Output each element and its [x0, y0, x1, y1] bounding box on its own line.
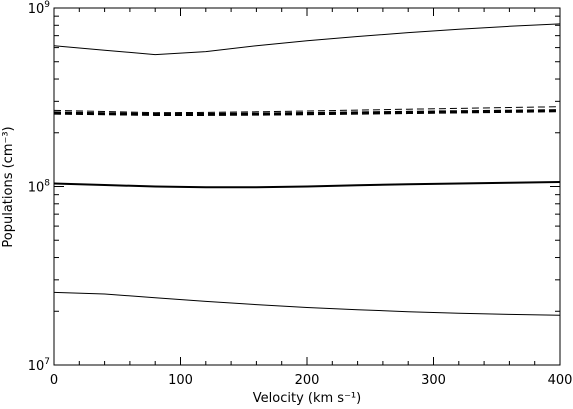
- x-tick-label: 0: [50, 373, 58, 388]
- series-line-5: [53, 181, 561, 189]
- y-axis-label: Populations (cm⁻³): [1, 126, 16, 247]
- x-tick-label: 200: [295, 373, 320, 388]
- x-tick-label: 100: [168, 373, 193, 388]
- series-line-2: [53, 106, 561, 114]
- y-tick-label: 108: [28, 179, 51, 196]
- ticks-group: [53, 7, 561, 366]
- series-line-3: [53, 109, 561, 115]
- x-tick-label: 400: [548, 373, 573, 388]
- y-tick-label: 107: [28, 357, 50, 374]
- series-line-6: [53, 291, 561, 316]
- series-line-4: [53, 110, 561, 116]
- y-tick-label: 109: [28, 0, 51, 17]
- x-tick-label: 300: [421, 373, 446, 388]
- x-axis-label: Velocity (km s⁻¹): [253, 391, 361, 406]
- series-group: [53, 23, 561, 316]
- tick-labels-group: 0 100 200 300 400 107 108 109: [28, 0, 573, 388]
- series-line-1: [53, 23, 561, 56]
